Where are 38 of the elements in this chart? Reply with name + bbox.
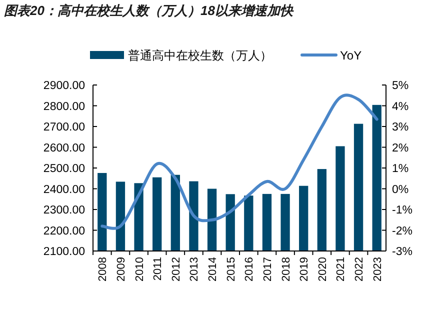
legend-普通高中在校生数（万人）: 普通高中在校生数（万人）	[90, 48, 272, 62]
x-tick-label: 2010	[134, 257, 146, 282]
x-tick-label: 2017	[262, 257, 274, 282]
x-tick-label: 2016	[244, 257, 256, 282]
y-tick-label: 2300.00	[43, 204, 85, 216]
y-tick-label: 2100.00	[43, 246, 85, 258]
y-tick-label: 2200.00	[43, 225, 85, 238]
x-tick-label: 2023	[372, 257, 384, 282]
y2-tick-label: 4%	[392, 100, 409, 113]
y-tick-label: 2800.00	[43, 100, 85, 113]
legend-label: YoY	[340, 48, 362, 62]
x-tick-label: 2011	[152, 257, 164, 281]
y2-tick-label: 1%	[392, 163, 409, 175]
x-tick-label: 2015	[225, 257, 238, 282]
x-tick-label: 2021	[335, 257, 348, 282]
chart-title: 图表20：高中在校生人数（万人）18以来增速加快	[4, 3, 294, 18]
x-tick-label: 2012	[170, 257, 182, 282]
y-tick-label: 2600.00	[43, 142, 85, 154]
y2-tick-label: -2%	[392, 225, 412, 238]
y-tick-label: 2500.00	[43, 163, 85, 175]
y2-tick-label: 3%	[392, 122, 409, 134]
y-tick-label: 2400.00	[43, 184, 85, 196]
y2-tick-label: -1%	[392, 204, 412, 216]
x-tick-label: 2013	[188, 257, 201, 282]
y2-tick-label: 2%	[392, 142, 409, 154]
x-tick-label: 2019	[298, 257, 311, 282]
x-tick-label: 2020	[316, 257, 329, 282]
x-tick-label: 2022	[354, 257, 366, 282]
y-tick-label: 2900.00	[43, 80, 85, 92]
x-tick-label: 2014	[207, 257, 220, 282]
y2-tick-label: 0%	[392, 184, 409, 196]
x-tick-label: 2009	[115, 257, 128, 282]
x-tick-label: 2008	[97, 257, 110, 282]
y-tick-label: 2700.00	[43, 122, 85, 134]
x-tick-label: 2018	[280, 257, 292, 282]
y2-tick-label: -3%	[392, 246, 412, 258]
y2-tick-label: 5%	[392, 80, 409, 92]
legend-label: 普通高中在校生数（万人）	[128, 48, 272, 62]
